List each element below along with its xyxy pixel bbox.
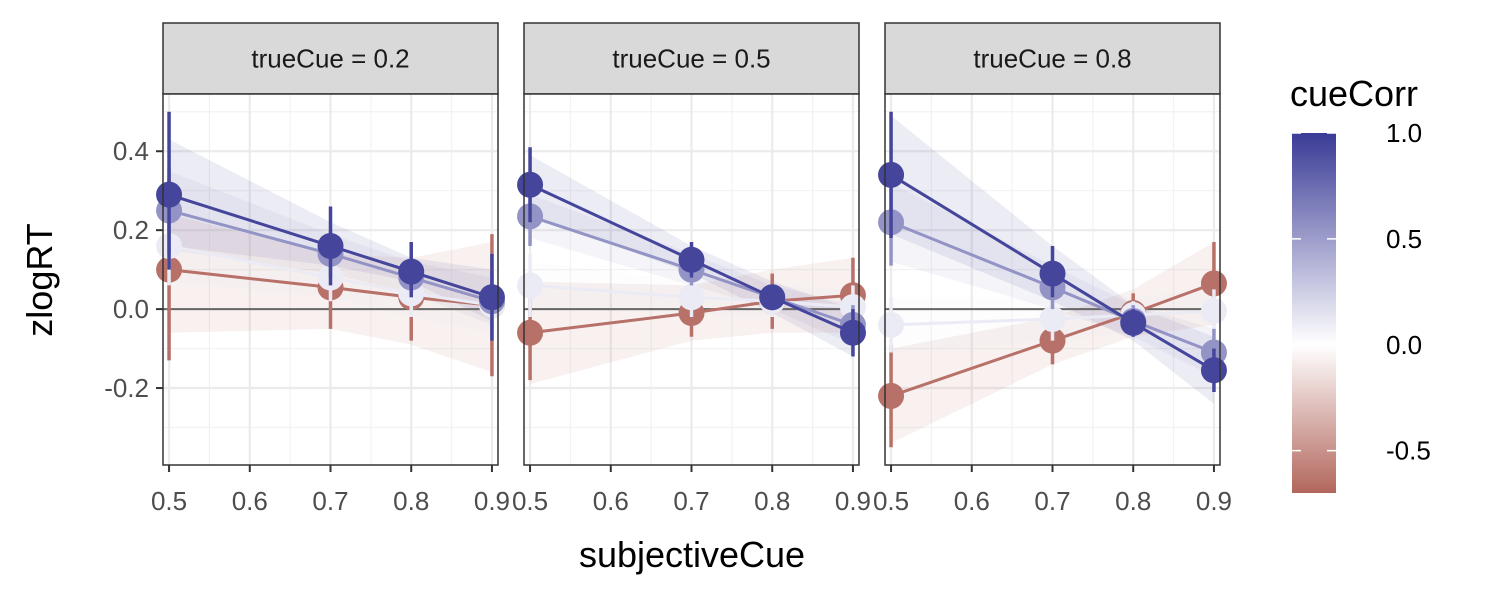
data-point	[478, 284, 505, 311]
series-line	[529, 183, 854, 335]
facet-strip	[162, 22, 499, 95]
data-point	[878, 161, 905, 188]
colorbar	[1292, 133, 1336, 493]
series-line	[529, 293, 854, 335]
x-tick-label: 0.9	[835, 486, 871, 516]
y-tick-label: 0.2	[113, 215, 149, 245]
data-point	[1039, 305, 1066, 332]
series-line	[529, 283, 854, 309]
data-point	[1200, 298, 1227, 325]
facet-panel: trueCue = 0.5	[517, 22, 866, 466]
data-point	[678, 284, 705, 311]
data-point	[156, 181, 183, 208]
series-line	[890, 282, 1215, 398]
data-point	[1120, 309, 1147, 336]
colorbar-label: 0.0	[1386, 330, 1422, 360]
x-tick-label: 0.6	[593, 486, 629, 516]
x-tick-label: 0.5	[151, 486, 187, 516]
series-line	[168, 193, 493, 299]
series-line	[168, 208, 493, 303]
facet-strip-label: trueCue = 0.5	[612, 44, 770, 74]
colorbar-legend: cueCorr 1.0 0.5 0.0 -0.5	[1290, 73, 1431, 493]
colorbar-label: 1.0	[1386, 118, 1422, 148]
x-axis-title: subjectiveCue	[579, 534, 805, 575]
x-tick-label: 0.6	[232, 486, 268, 516]
x-tick-label: 0.5	[512, 486, 548, 516]
series-line	[168, 244, 493, 307]
series-line	[529, 214, 854, 327]
x-tick-label: 0.7	[1034, 486, 1070, 516]
data-point	[1200, 357, 1227, 384]
data-point	[878, 382, 905, 409]
x-tick-label: 0.6	[954, 486, 990, 516]
data-point	[317, 232, 344, 259]
facet-panel: trueCue = 0.2	[156, 22, 505, 466]
x-tick-label: 0.7	[673, 486, 709, 516]
data-point	[517, 171, 544, 198]
data-point	[517, 272, 544, 299]
series-line	[890, 173, 1215, 372]
x-tick-label: 0.7	[312, 486, 348, 516]
facet-panel: trueCue = 0.8	[878, 22, 1227, 466]
facet-strip-label: trueCue = 0.8	[973, 44, 1131, 74]
data-point	[517, 319, 544, 346]
x-axes: 0.5 0.6 0.7 0.8 0.9 0.5 0.6 0.7 0.8 0.9 0.5 0.6 0.7 0…	[151, 465, 1232, 516]
x-tick-label: 0.9	[474, 486, 510, 516]
x-tick-label: 0.8	[1115, 486, 1151, 516]
y-tick-label: 0.4	[113, 136, 149, 166]
data-point	[678, 246, 705, 273]
data-point	[839, 319, 866, 346]
y-axis-title: zlogRT	[19, 223, 60, 336]
series-line	[168, 268, 493, 307]
series-line	[890, 220, 1215, 354]
series-line	[890, 309, 1215, 327]
legend-title: cueCorr	[1290, 73, 1418, 114]
x-tick-label: 0.8	[393, 486, 429, 516]
data-point	[878, 311, 905, 338]
y-axis: -0.2 0.0 0.2 0.4	[104, 136, 163, 403]
x-tick-label: 0.8	[754, 486, 790, 516]
x-tick-label: 0.5	[873, 486, 909, 516]
colorbar-label: 0.5	[1386, 224, 1422, 254]
series	[517, 147, 866, 357]
facet-panels: trueCue = 0.2 trueCue = 0.5 trueCue = 0.8	[156, 22, 1227, 466]
y-tick-label: -0.2	[104, 373, 149, 403]
data-point	[759, 284, 786, 311]
facet-strip-label: trueCue = 0.2	[251, 44, 409, 74]
x-tick-label: 0.9	[1196, 486, 1232, 516]
y-tick-label: 0.0	[113, 294, 149, 324]
data-point	[1039, 260, 1066, 287]
facet-strip	[523, 22, 860, 95]
colorbar-label: -0.5	[1386, 436, 1431, 466]
data-point	[398, 258, 425, 285]
